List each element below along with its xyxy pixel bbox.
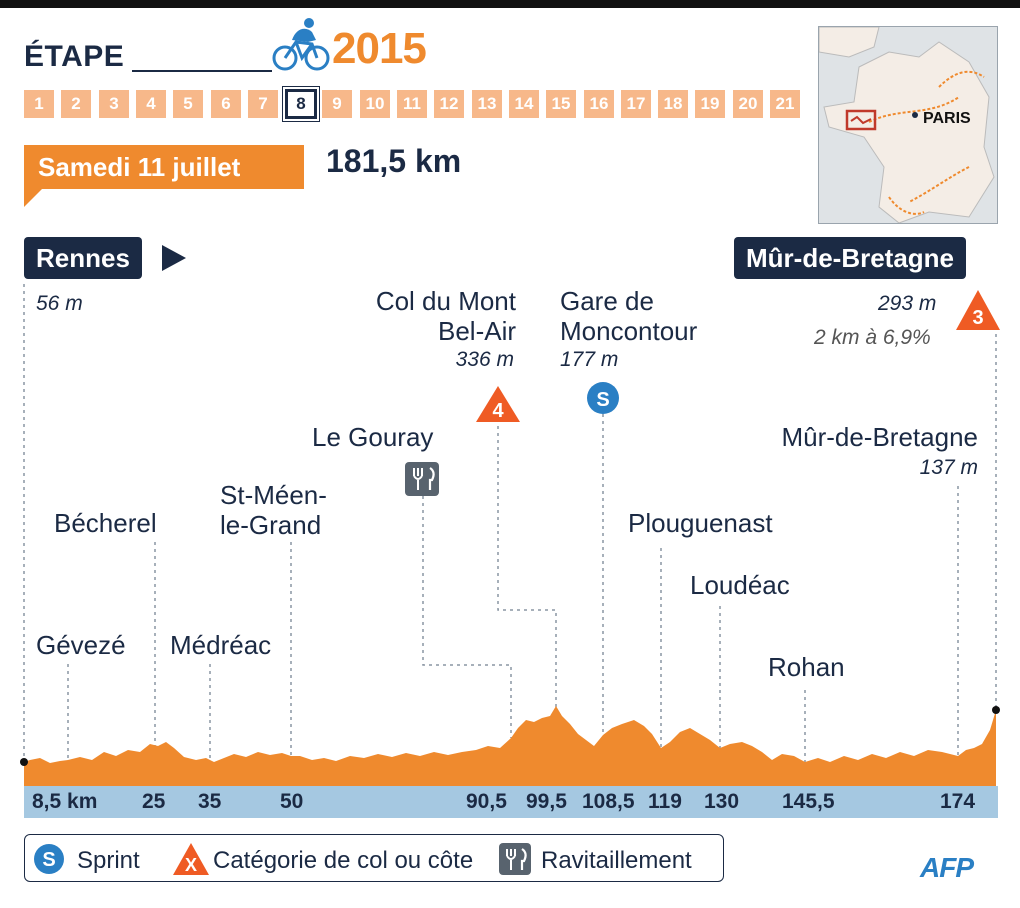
svg-text:X: X bbox=[185, 855, 197, 875]
km-plouguenast: 119 bbox=[648, 790, 682, 813]
stage-8[interactable]: 8 bbox=[285, 89, 317, 119]
leader-le-gouray bbox=[422, 496, 512, 738]
label-rohan: Rohan bbox=[768, 652, 845, 682]
legend-sprint: Sprint bbox=[77, 847, 140, 874]
finish-city: Mûr-de-Bretagne bbox=[734, 237, 967, 279]
stage-distance: 181,5 km bbox=[326, 143, 462, 179]
label-geveze: Gévezé bbox=[36, 630, 126, 660]
etape-title: ÉTAPE bbox=[24, 40, 125, 73]
etape-underline bbox=[132, 70, 272, 72]
altitude-mont-bel-air: 336 m bbox=[455, 348, 514, 371]
legend: S Sprint X Catégorie de col ou côte Ravi… bbox=[24, 834, 724, 882]
stage-16[interactable]: 16 bbox=[584, 90, 614, 118]
stage-5[interactable]: 5 bbox=[173, 90, 203, 118]
stage-9[interactable]: 9 bbox=[322, 90, 352, 118]
label-le-gouray: Le Gouray bbox=[312, 422, 434, 452]
km-mur: 174 bbox=[940, 790, 976, 813]
km-loudeac: 130 bbox=[704, 790, 740, 813]
km-st-meen: 50 bbox=[280, 790, 304, 813]
label-mont-bel-air-line1: Col du Mont bbox=[375, 286, 516, 316]
km-becherel: 25 bbox=[142, 790, 166, 813]
label-plouguenast: Plouguenast bbox=[628, 508, 773, 538]
stage-19[interactable]: 19 bbox=[695, 90, 725, 118]
svg-text:S: S bbox=[42, 849, 55, 871]
stage-1[interactable]: 1 bbox=[24, 90, 54, 118]
label-becherel: Bécherel bbox=[54, 508, 157, 538]
map-graphic: PARIS bbox=[819, 27, 997, 223]
start-altitude: 56 m bbox=[36, 292, 83, 315]
afp-logo: AFP bbox=[920, 852, 974, 883]
finish-altitude: 293 m bbox=[878, 292, 937, 315]
start-city: Rennes bbox=[24, 237, 142, 279]
legend-sprint-icon: S bbox=[34, 844, 64, 874]
stage-2[interactable]: 2 bbox=[61, 90, 91, 118]
altitude-moncontour: 177 m bbox=[560, 348, 619, 371]
legend-col: Catégorie de col ou côte bbox=[213, 847, 474, 874]
label-st-meen-line2: le-Grand bbox=[220, 510, 322, 540]
year-title: 2015 bbox=[332, 24, 427, 73]
stage-7[interactable]: 7 bbox=[248, 90, 278, 118]
legend-ravitaillement-icon bbox=[499, 843, 531, 875]
stage-10[interactable]: 10 bbox=[360, 90, 390, 118]
map-paris-label: PARIS bbox=[923, 110, 971, 127]
ravitaillement-marker bbox=[405, 462, 439, 496]
profile-area bbox=[24, 706, 996, 786]
km-geveze: 8,5 km bbox=[32, 790, 98, 813]
stage-3[interactable]: 3 bbox=[99, 90, 129, 118]
label-medreac: Médréac bbox=[170, 630, 272, 660]
stage-6[interactable]: 6 bbox=[211, 90, 241, 118]
km-medreac: 35 bbox=[198, 790, 222, 813]
date-tab bbox=[24, 189, 42, 207]
top-border bbox=[0, 0, 1020, 8]
label-mont-bel-air-line2: Bel-Air bbox=[437, 316, 516, 346]
stage-date: Samedi 11 juillet bbox=[24, 145, 304, 189]
legend-ravitaillement: Ravitaillement bbox=[541, 847, 692, 874]
label-st-meen-line1: St-Méen- bbox=[220, 480, 327, 510]
km-mont-bel-air: 99,5 bbox=[526, 790, 567, 813]
km-bar bbox=[24, 786, 998, 818]
km-rohan: 145,5 bbox=[782, 790, 835, 813]
stage-12[interactable]: 12 bbox=[434, 90, 464, 118]
label-loudeac: Loudéac bbox=[690, 570, 790, 600]
stage-21[interactable]: 21 bbox=[770, 90, 800, 118]
stage-13[interactable]: 13 bbox=[472, 90, 502, 118]
stage-14[interactable]: 14 bbox=[509, 90, 539, 118]
stage-20[interactable]: 20 bbox=[733, 90, 763, 118]
category-4-marker bbox=[476, 386, 520, 422]
france-map: PARIS bbox=[818, 26, 998, 224]
stage-17[interactable]: 17 bbox=[621, 90, 651, 118]
label-mur-de-bretagne: Mûr-de-Bretagne bbox=[781, 422, 978, 452]
cyclist-icon bbox=[272, 18, 330, 71]
km-le-gouray: 90,5 bbox=[466, 790, 507, 813]
stage-11[interactable]: 11 bbox=[397, 90, 427, 118]
legend-col-icon: X bbox=[173, 843, 209, 875]
category-3-badge: 3 bbox=[972, 307, 983, 329]
label-moncontour-line2: Moncontour bbox=[560, 316, 698, 346]
sprint-marker bbox=[587, 382, 619, 414]
direction-arrow-icon bbox=[162, 245, 186, 271]
leader-mont-bel-air bbox=[497, 426, 557, 712]
sprint-badge: S bbox=[596, 389, 609, 411]
category-3-marker bbox=[956, 290, 1000, 330]
label-moncontour-line1: Gare de bbox=[560, 286, 654, 316]
stage-15[interactable]: 15 bbox=[546, 90, 576, 118]
stage-18[interactable]: 18 bbox=[658, 90, 688, 118]
finish-climb-detail: 2 km à 6,9% bbox=[814, 326, 931, 349]
km-moncontour: 108,5 bbox=[582, 790, 635, 813]
category-4-badge: 4 bbox=[492, 400, 504, 422]
stage-4[interactable]: 4 bbox=[136, 90, 166, 118]
altitude-mur-137: 137 m bbox=[919, 456, 978, 479]
